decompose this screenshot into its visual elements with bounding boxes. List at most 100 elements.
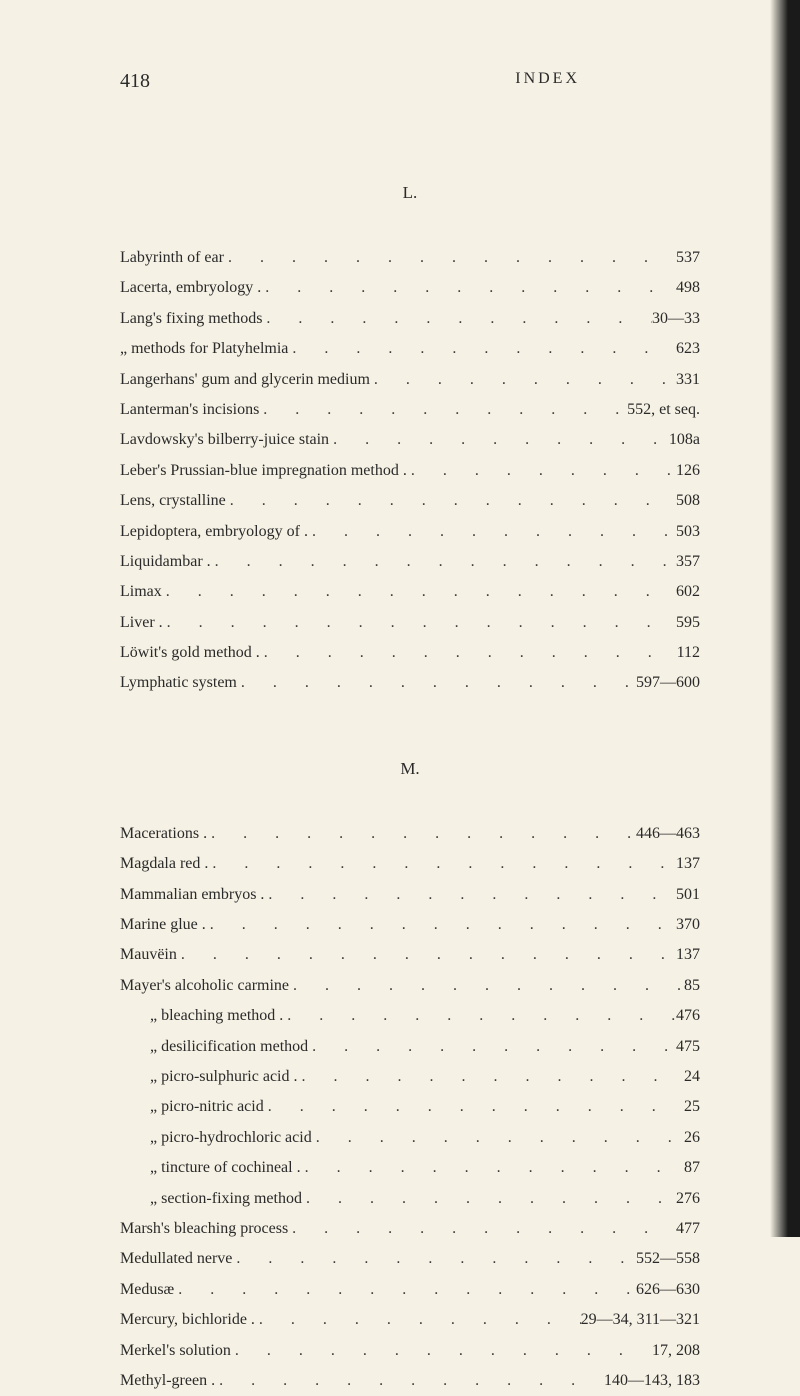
leader-dots <box>288 1214 676 1244</box>
index-entry: „ picro-nitric acid25 <box>120 1092 700 1122</box>
entry-label: Medusæ <box>120 1275 174 1305</box>
leader-dots <box>264 1092 684 1122</box>
entry-label: Lavdowsky's bilberry-juice stain <box>120 425 329 455</box>
entry-label: Leber's Prussian-blue impregnation metho… <box>120 456 407 486</box>
index-entry: Liquidambar .357 <box>120 547 700 577</box>
index-entry: „ methods for Platyhelmia 623 <box>120 334 700 364</box>
entry-page: 108a <box>669 425 700 455</box>
leader-dots <box>301 1153 684 1183</box>
running-head: INDEX <box>515 70 580 93</box>
index-entry: „ desilicification method475 <box>120 1032 700 1062</box>
entry-label: Marine glue . <box>120 910 206 940</box>
leader-dots <box>207 819 636 849</box>
entry-page: 25 <box>684 1092 700 1122</box>
entry-label: „ tincture of cochineal . <box>120 1153 301 1183</box>
entry-page: 498 <box>676 273 700 303</box>
index-entry: Langerhans' gum and glycerin medium 331 <box>120 365 700 395</box>
leader-dots <box>289 971 684 1001</box>
leader-dots <box>283 1001 676 1031</box>
index-entry: Merkel's solution17, 208 <box>120 1336 700 1366</box>
entry-page: 29—34, 311—321 <box>581 1305 700 1335</box>
entry-label: Lacerta, embryology . <box>120 273 261 303</box>
leader-dots <box>206 910 676 940</box>
entry-label: Macerations . <box>120 819 207 849</box>
index-entry: Lepidoptera, embryology of . 503 <box>120 517 700 547</box>
entry-label: Löwit's gold method . <box>120 638 260 668</box>
index-entry: Labyrinth of ear537 <box>120 243 700 273</box>
entry-label: Lepidoptera, embryology of . <box>120 517 308 547</box>
entry-page: 626—630 <box>636 1275 700 1305</box>
entry-label: Limax <box>120 577 162 607</box>
entry-page: 331 <box>676 365 700 395</box>
entry-page: 17, 208 <box>652 1336 700 1366</box>
entry-page: 30—33 <box>652 304 700 334</box>
entry-label: Magdala red . <box>120 849 208 879</box>
entry-label: „ desilicification method <box>120 1032 308 1062</box>
entry-label: „ methods for Platyhelmia <box>120 334 288 364</box>
entry-label: Lanterman's incisions <box>120 395 259 425</box>
leader-dots <box>177 940 676 970</box>
leader-dots <box>226 486 676 516</box>
leader-dots <box>224 243 676 273</box>
index-entry: Liver .595 <box>120 608 700 638</box>
entry-page: 140—143, 183 <box>604 1366 700 1396</box>
leader-dots <box>215 1366 604 1396</box>
entry-page: 276 <box>676 1184 700 1214</box>
entry-label: Mauvëin <box>120 940 177 970</box>
leader-dots <box>329 425 669 455</box>
entry-label: Liver . <box>120 608 163 638</box>
entry-page: 503 <box>676 517 700 547</box>
page-header: 418 INDEX <box>120 70 700 93</box>
leader-dots <box>370 365 676 395</box>
leader-dots <box>231 1336 652 1366</box>
entry-page: 552—558 <box>636 1244 700 1274</box>
leader-dots <box>312 1123 684 1153</box>
entry-page: 446—463 <box>636 819 700 849</box>
entry-page: 476 <box>676 1001 700 1031</box>
entry-page: 623 <box>676 334 700 364</box>
entry-page: 477 <box>676 1214 700 1244</box>
entry-label: Mercury, bichloride . <box>120 1305 255 1335</box>
leader-dots <box>232 1244 636 1274</box>
index-entry: Mauvëin137 <box>120 940 700 970</box>
entry-label: Lymphatic system <box>120 668 237 698</box>
leader-dots <box>259 395 627 425</box>
leader-dots <box>260 638 677 668</box>
section-letter: M. <box>120 759 700 779</box>
entry-label: „ bleaching method . <box>120 1001 283 1031</box>
entry-label: „ picro-sulphuric acid . <box>120 1062 298 1092</box>
index-entry: Marine glue . 370 <box>120 910 700 940</box>
entry-page: 370 <box>676 910 700 940</box>
index-entry: Marsh's bleaching process477 <box>120 1214 700 1244</box>
entry-page: 137 <box>676 849 700 879</box>
index-entry: „ picro-sulphuric acid .24 <box>120 1062 700 1092</box>
entry-label: Lens, crystalline <box>120 486 226 516</box>
entry-label: „ picro-hydrochloric acid <box>120 1123 312 1153</box>
leader-dots <box>255 1305 581 1335</box>
leader-dots <box>211 547 676 577</box>
index-entry: Lymphatic system 597—600 <box>120 668 700 698</box>
leader-dots <box>208 849 676 879</box>
entry-page: 26 <box>684 1123 700 1153</box>
page-edge-shadow <box>770 0 800 1237</box>
entry-page: 597—600 <box>636 668 700 698</box>
entry-label: Labyrinth of ear <box>120 243 224 273</box>
entry-label: Langerhans' gum and glycerin medium <box>120 365 370 395</box>
leader-dots <box>407 456 676 486</box>
leader-dots <box>163 608 676 638</box>
index-entry: Medullated nerve 552—558 <box>120 1244 700 1274</box>
entry-page: 112 <box>677 638 700 668</box>
entry-label: Medullated nerve <box>120 1244 232 1274</box>
index-entry: Lavdowsky's bilberry-juice stain 108a <box>120 425 700 455</box>
entry-page: 602 <box>676 577 700 607</box>
entry-label: Mammalian embryos . <box>120 880 264 910</box>
index-entry: „ picro-hydrochloric acid 26 <box>120 1123 700 1153</box>
section-letter: L. <box>120 183 700 203</box>
entry-page: 126 <box>676 456 700 486</box>
index-entry: Macerations . 446—463 <box>120 819 700 849</box>
index-entry: Mercury, bichloride . 29—34, 311—321 <box>120 1305 700 1335</box>
index-entry: Mammalian embryos .501 <box>120 880 700 910</box>
leader-dots <box>308 517 676 547</box>
leader-dots <box>262 304 652 334</box>
index-entry: Löwit's gold method . 112 <box>120 638 700 668</box>
